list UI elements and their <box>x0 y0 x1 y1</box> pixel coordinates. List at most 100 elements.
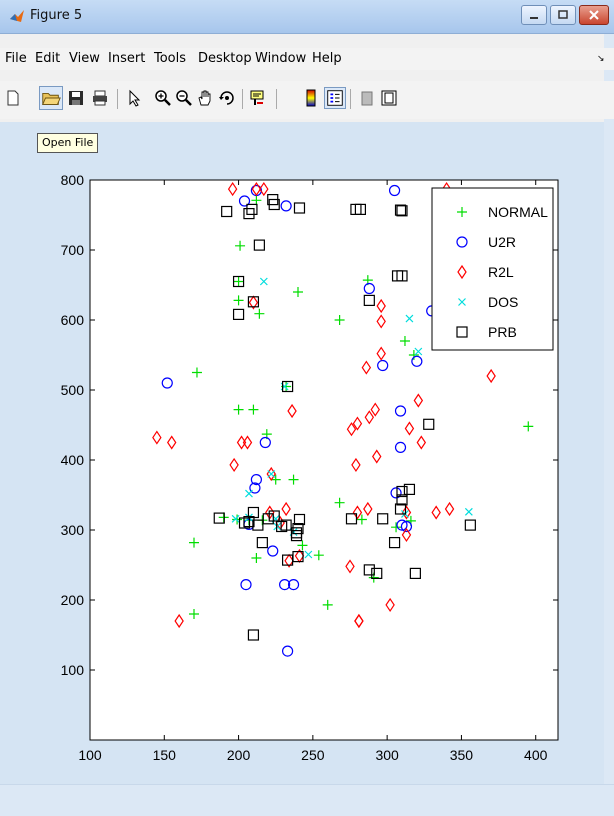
data-point-prb <box>423 418 435 430</box>
data-point-normal <box>191 367 202 378</box>
hide-plot-tools-icon[interactable] <box>358 89 376 107</box>
data-point-prb <box>256 536 268 549</box>
show-plot-tools-icon[interactable] <box>380 89 398 107</box>
insert-colorbar-icon[interactable] <box>302 89 320 107</box>
data-point-r2l <box>352 416 363 431</box>
data-point-normal <box>235 240 246 251</box>
data-point-prb <box>388 536 401 549</box>
data-point-u2r <box>161 377 173 389</box>
data-cursor-icon[interactable] <box>249 89 267 107</box>
dock-arrow-icon[interactable]: ↘ <box>597 54 605 64</box>
data-point-prb <box>396 205 408 217</box>
data-point-normal <box>399 336 410 346</box>
data-point-r2l <box>248 295 259 310</box>
figure-toolbar <box>0 81 614 119</box>
data-point-normal <box>391 522 402 533</box>
data-point-u2r <box>363 282 375 295</box>
data-point-u2r <box>287 578 300 591</box>
y-tick-label: 800 <box>61 172 85 188</box>
data-point-dos <box>259 277 268 286</box>
zoom-out-icon[interactable] <box>175 89 193 107</box>
data-point-prb <box>247 506 260 519</box>
maximize-button[interactable] <box>550 5 576 25</box>
data-point-prb <box>293 202 306 214</box>
data-point-prb <box>292 522 304 535</box>
data-point-r2l <box>404 421 415 436</box>
data-point-u2r <box>394 405 407 417</box>
close-button[interactable] <box>579 5 609 25</box>
data-point-r2l <box>284 553 294 568</box>
data-point-prb <box>282 380 294 393</box>
data-point-r2l <box>351 457 361 472</box>
data-point-normal <box>251 553 262 563</box>
data-point-r2l <box>413 393 424 408</box>
data-point-u2r <box>400 520 413 533</box>
data-point-prb <box>345 513 358 525</box>
data-point-prb <box>363 294 375 306</box>
new-figure-icon[interactable] <box>4 89 22 107</box>
y-tick-label: 400 <box>61 452 85 468</box>
data-point-normal <box>523 421 534 432</box>
data-point-prb <box>221 205 233 218</box>
data-point-prb <box>232 275 245 288</box>
menu-desktop[interactable]: Desktop <box>198 51 252 66</box>
data-point-r2l <box>376 346 386 361</box>
legend-marker-u2r <box>456 236 468 248</box>
data-point-prb <box>280 519 292 531</box>
data-point-normal <box>408 350 419 360</box>
save-icon[interactable] <box>67 89 85 107</box>
data-point-prb <box>290 529 303 542</box>
data-point-u2r <box>279 578 291 591</box>
minimize-button[interactable] <box>521 5 547 25</box>
y-tick-label: 300 <box>61 522 85 538</box>
x-tick-label: 100 <box>78 747 102 763</box>
data-point-r2l <box>345 559 355 574</box>
menu-insert[interactable]: Insert <box>108 51 146 66</box>
menu-help[interactable]: Help <box>312 51 342 66</box>
open-file-icon[interactable] <box>39 86 63 110</box>
rotate-3d-icon[interactable] <box>218 89 236 107</box>
window-titlebar[interactable]: Figure 5 <box>0 0 614 34</box>
data-point-r2l <box>227 182 238 197</box>
legend-box[interactable] <box>431 187 554 351</box>
legend-marker-prb <box>456 326 468 338</box>
menu-edit[interactable]: Edit <box>35 51 61 66</box>
data-point-u2r <box>249 482 261 494</box>
data-point-prb <box>282 554 294 566</box>
print-icon[interactable] <box>91 89 109 107</box>
data-point-normal <box>322 599 333 610</box>
data-point-normal <box>313 550 324 561</box>
legend-label-u2r: U2R <box>488 234 516 250</box>
data-point-normal <box>293 287 303 297</box>
legend-label-prb: PRB <box>488 324 517 340</box>
data-point-r2l <box>401 505 412 520</box>
data-point-r2l <box>361 360 372 375</box>
data-point-r2l <box>401 527 412 542</box>
x-tick-label: 400 <box>524 747 548 763</box>
data-point-normal <box>334 497 345 508</box>
x-tick-label: 150 <box>153 747 177 763</box>
menu-window[interactable]: Window <box>255 51 307 66</box>
insert-legend-icon[interactable] <box>324 87 346 109</box>
legend-label-dos: DOS <box>488 294 518 310</box>
data-point-u2r <box>250 474 262 486</box>
edit-plot-arrow-icon[interactable] <box>125 89 143 107</box>
menu-bar: File Edit View Insert Tools Desktop Wind… <box>0 48 614 70</box>
data-point-prb <box>377 513 389 525</box>
data-point-normal <box>356 514 367 525</box>
data-point-r2l <box>385 597 395 612</box>
data-point-prb <box>247 296 260 308</box>
pan-hand-icon[interactable] <box>196 89 214 107</box>
menu-tools[interactable]: Tools <box>154 51 187 66</box>
menu-view[interactable]: View <box>69 51 100 66</box>
menu-file[interactable]: File <box>5 51 27 66</box>
zoom-in-icon[interactable] <box>154 89 172 107</box>
matlab-logo-icon <box>10 10 24 22</box>
data-point-normal <box>297 540 308 551</box>
data-point-r2l <box>444 501 455 517</box>
data-point-normal <box>248 404 259 415</box>
data-point-r2l <box>346 422 357 437</box>
minimize-icon <box>530 17 538 19</box>
x-tick-label: 300 <box>375 747 399 763</box>
